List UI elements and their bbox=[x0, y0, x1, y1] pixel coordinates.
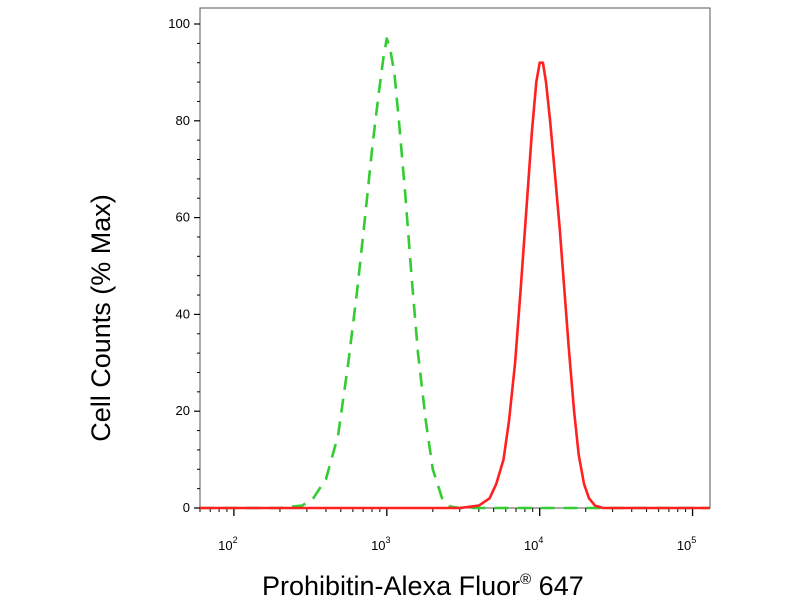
y-tick-label: 100 bbox=[168, 16, 190, 31]
y-tick-label: 80 bbox=[176, 113, 190, 128]
x-axis-title-registered: ® bbox=[520, 571, 531, 588]
y-tick-label: 40 bbox=[176, 306, 190, 321]
y-axis-title: Cell Counts (% Max) bbox=[86, 194, 116, 442]
x-axis-title: Prohibitin-Alexa Fluor® 647 bbox=[262, 571, 584, 600]
series-layer bbox=[200, 37, 710, 510]
x-tick-label: 104 bbox=[524, 535, 543, 553]
y-axis: 0 20 40 60 80 100 bbox=[168, 16, 200, 515]
x-tick-label: 103 bbox=[371, 535, 390, 553]
y-tick-label: 20 bbox=[176, 403, 190, 418]
x-tick-label: 105 bbox=[677, 535, 696, 553]
plot-area bbox=[199, 7, 711, 509]
series-line-2 bbox=[200, 61, 710, 510]
y-tick-label: 0 bbox=[183, 500, 190, 515]
y-tick-label: 60 bbox=[176, 210, 190, 225]
x-axis: 102 103 104 105 bbox=[199, 508, 696, 553]
series-line-1 bbox=[200, 37, 710, 510]
x-tick-label: 102 bbox=[218, 535, 237, 553]
x-axis-title-main: Prohibitin-Alexa Fluor bbox=[262, 571, 520, 600]
x-axis-title-suffix: 647 bbox=[531, 571, 584, 600]
